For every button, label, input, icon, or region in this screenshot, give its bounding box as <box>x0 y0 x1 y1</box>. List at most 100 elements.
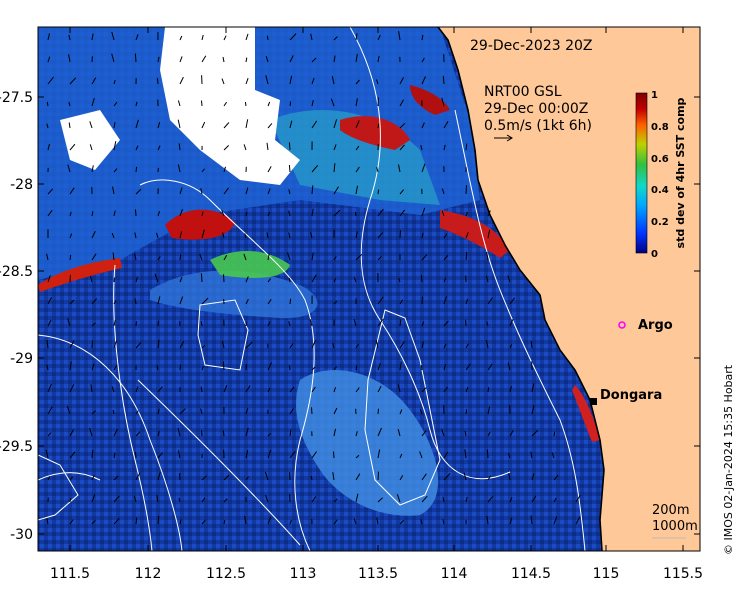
current-arrow <box>113 340 117 349</box>
current-arrow <box>377 497 383 503</box>
current-arrow <box>113 517 120 525</box>
current-arrow <box>68 34 71 41</box>
current-arrow <box>178 450 181 459</box>
current-arrow <box>267 432 272 437</box>
current-arrow <box>157 430 160 437</box>
current-arrow <box>244 101 247 107</box>
current-arrow <box>289 33 297 41</box>
current-arrow <box>399 409 403 415</box>
y-tick-label: -29 <box>10 351 33 367</box>
current-arrow <box>355 365 358 371</box>
current-arrow <box>156 365 159 371</box>
current-arrow <box>508 452 511 459</box>
current-arrow <box>113 452 116 459</box>
current-arrow <box>376 166 379 173</box>
current-arrow <box>465 496 468 503</box>
current-arrow <box>112 252 115 261</box>
current-arrow <box>245 449 249 459</box>
current-arrow <box>487 387 490 393</box>
current-arrow <box>530 451 533 459</box>
current-arrow <box>267 449 272 459</box>
current-arrow <box>443 320 449 327</box>
current-arrow <box>69 211 72 217</box>
current-arrow <box>135 410 139 415</box>
current-arrow <box>201 121 206 129</box>
current-arrow <box>464 430 467 437</box>
current-arrow <box>397 384 401 393</box>
current-arrow <box>46 364 49 371</box>
current-arrow <box>333 36 338 41</box>
y-tick-label: -30 <box>10 527 33 543</box>
current-arrow <box>245 57 248 63</box>
current-arrow <box>377 471 379 481</box>
current-arrow <box>443 277 447 283</box>
current-arrow <box>421 122 425 129</box>
current-arrow <box>421 76 426 85</box>
current-arrow <box>113 428 118 437</box>
current-arrow <box>267 123 273 129</box>
current-arrow <box>443 451 449 459</box>
current-arrow <box>135 386 139 393</box>
current-arrow <box>69 361 72 371</box>
current-arrow <box>200 273 203 283</box>
current-arrow <box>289 365 291 371</box>
current-arrow <box>289 450 296 459</box>
colorbar-tick: 0.8 <box>651 122 669 133</box>
current-arrow <box>91 298 98 305</box>
current-arrow <box>47 275 51 283</box>
current-arrow <box>465 343 469 349</box>
current-arrow <box>157 121 161 129</box>
current-arrow <box>47 76 54 85</box>
current-arrow <box>311 99 314 107</box>
current-arrow <box>222 232 225 239</box>
current-arrow <box>135 119 139 129</box>
current-arrow <box>421 321 425 327</box>
current-arrow <box>157 408 160 415</box>
current-arrow <box>377 449 381 459</box>
current-arrow <box>179 364 182 371</box>
y-tick-label: -28.5 <box>0 264 33 280</box>
current-arrow <box>509 385 512 393</box>
current-arrow <box>399 319 402 327</box>
y-tick-label: -29.5 <box>0 439 33 455</box>
current-arrow <box>355 343 360 349</box>
current-arrow <box>288 210 291 217</box>
current-arrow <box>443 120 449 129</box>
current-arrow <box>91 98 95 107</box>
current-arrow <box>177 427 181 437</box>
current-arrow <box>509 497 513 503</box>
current-arrow <box>311 339 317 349</box>
current-arrow <box>112 409 115 415</box>
current-arrow <box>112 186 115 195</box>
colorbar-tick: 0 <box>651 249 658 260</box>
current-arrow <box>157 386 163 393</box>
colorbar: 1 0.8 0.6 0.4 0.2 0 std dev of 4hr SST c… <box>635 90 687 260</box>
current-arrow <box>245 476 249 481</box>
current-arrow <box>441 188 445 195</box>
current-arrow <box>442 519 445 525</box>
current-arrow <box>134 298 137 305</box>
current-arrow <box>157 211 161 217</box>
current-arrow <box>245 341 253 349</box>
argo-label: Argo <box>638 318 673 333</box>
current-arrow <box>531 429 539 437</box>
current-arrow <box>399 341 406 349</box>
current-arrow <box>420 275 423 283</box>
current-arrow <box>377 296 384 305</box>
current-arrow <box>267 101 271 107</box>
current-arrow <box>333 209 341 217</box>
current-arrow <box>463 472 467 481</box>
current-arrow <box>113 168 118 173</box>
x-tick-label: 112.5 <box>206 566 246 582</box>
current-arrow <box>154 273 159 283</box>
current-arrow <box>509 297 516 305</box>
current-arrow <box>377 408 379 415</box>
current-arrow <box>68 54 71 63</box>
current-arrow <box>421 34 424 41</box>
current-arrow <box>179 519 182 525</box>
current-arrow <box>134 253 137 261</box>
current-arrow <box>421 495 428 503</box>
current-arrow <box>399 230 401 239</box>
current-arrow <box>47 383 52 393</box>
x-tick-label: 115 <box>593 566 620 582</box>
